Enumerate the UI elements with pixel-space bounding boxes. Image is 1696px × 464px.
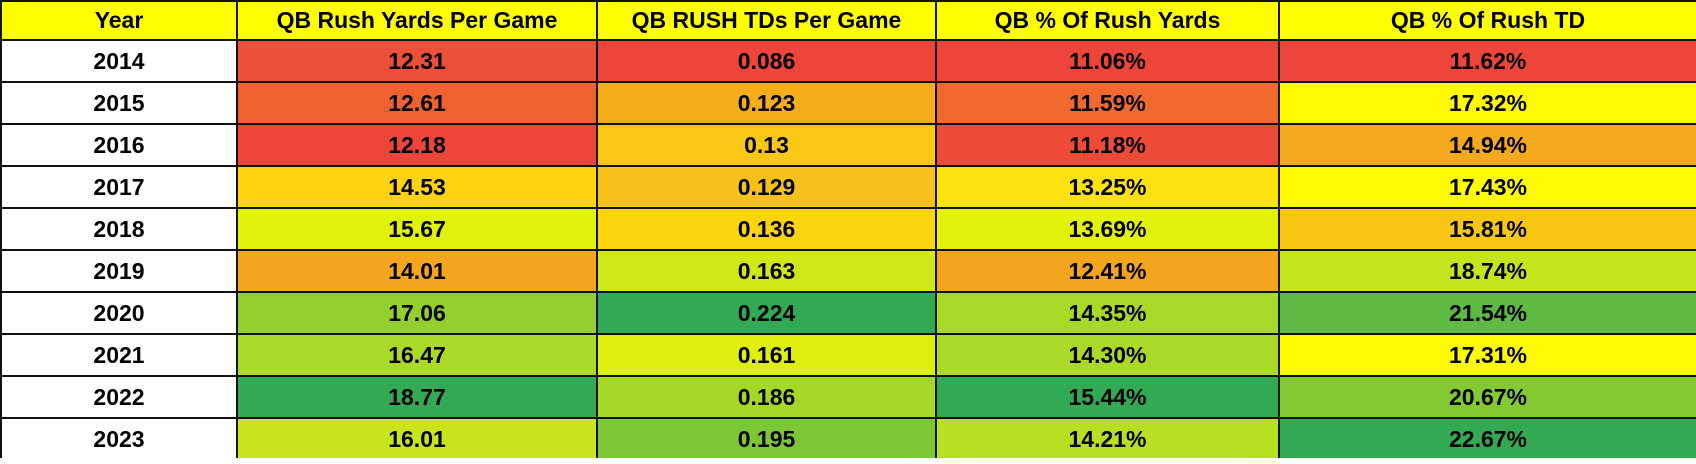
- qb-pct-rush-td-cell: 18.74%: [1278, 249, 1696, 293]
- qb-pct-rush-yards-cell: 15.44%: [935, 375, 1280, 419]
- year-cell: 2023: [0, 417, 238, 461]
- qb-pct-rush-td-cell: 20.67%: [1278, 375, 1696, 419]
- year-cell: 2021: [0, 333, 238, 377]
- qb-pct-rush-yards-cell: 13.25%: [935, 165, 1280, 209]
- qb-rush-tds-per-game-cell: 0.086: [596, 39, 937, 83]
- header-qb-pct-rush-td: QB % Of Rush TD: [1278, 0, 1696, 41]
- bottom-margin: [0, 458, 1696, 464]
- header-year: Year: [0, 0, 238, 41]
- qb-pct-rush-yards-cell: 12.41%: [935, 249, 1280, 293]
- year-cell: 2017: [0, 165, 238, 209]
- qb-rush-tds-per-game-cell: 0.186: [596, 375, 937, 419]
- qb-rush-tds-per-game-cell: 0.136: [596, 207, 937, 251]
- qb-rush-tds-per-game-cell: 0.224: [596, 291, 937, 335]
- year-cell: 2022: [0, 375, 238, 419]
- qb-pct-rush-td-cell: 14.94%: [1278, 123, 1696, 167]
- table-row: 2023 16.01 0.195 14.21% 22.67%: [0, 417, 1696, 461]
- year-cell: 2020: [0, 291, 238, 335]
- qb-rush-yards-per-game-cell: 14.01: [236, 249, 598, 293]
- table-row: 2015 12.61 0.123 11.59% 17.32%: [0, 81, 1696, 125]
- qb-rush-yards-per-game-cell: 12.18: [236, 123, 598, 167]
- qb-rush-tds-per-game-cell: 0.161: [596, 333, 937, 377]
- year-cell: 2019: [0, 249, 238, 293]
- qb-pct-rush-td-cell: 17.31%: [1278, 333, 1696, 377]
- table-row: 2016 12.18 0.13 11.18% 14.94%: [0, 123, 1696, 167]
- table-row: 2018 15.67 0.136 13.69% 15.81%: [0, 207, 1696, 251]
- header-qb-rush-yards-per-game: QB Rush Yards Per Game: [236, 0, 598, 41]
- table-row: 2017 14.53 0.129 13.25% 17.43%: [0, 165, 1696, 209]
- year-cell: 2015: [0, 81, 238, 125]
- qb-pct-rush-yards-cell: 14.30%: [935, 333, 1280, 377]
- qb-rush-yards-per-game-cell: 17.06: [236, 291, 598, 335]
- table-row: 2021 16.47 0.161 14.30% 17.31%: [0, 333, 1696, 377]
- qb-pct-rush-td-cell: 15.81%: [1278, 207, 1696, 251]
- qb-pct-rush-td-cell: 17.43%: [1278, 165, 1696, 209]
- year-cell: 2018: [0, 207, 238, 251]
- year-cell: 2014: [0, 39, 238, 83]
- qb-rush-tds-per-game-cell: 0.129: [596, 165, 937, 209]
- qb-rush-yards-per-game-cell: 12.31: [236, 39, 598, 83]
- qb-rush-tds-per-game-cell: 0.13: [596, 123, 937, 167]
- qb-rush-yards-per-game-cell: 16.47: [236, 333, 598, 377]
- qb-pct-rush-yards-cell: 14.21%: [935, 417, 1280, 461]
- qb-pct-rush-td-cell: 11.62%: [1278, 39, 1696, 83]
- qb-pct-rush-yards-cell: 11.59%: [935, 81, 1280, 125]
- header-qb-pct-rush-yards: QB % Of Rush Yards: [935, 0, 1280, 41]
- qb-pct-rush-yards-cell: 13.69%: [935, 207, 1280, 251]
- year-cell: 2016: [0, 123, 238, 167]
- qb-rush-yards-per-game-cell: 15.67: [236, 207, 598, 251]
- header-qb-rush-tds-per-game: QB RUSH TDs Per Game: [596, 0, 937, 41]
- table-row: 2014 12.31 0.086 11.06% 11.62%: [0, 39, 1696, 83]
- table-row: 2022 18.77 0.186 15.44% 20.67%: [0, 375, 1696, 419]
- qb-pct-rush-td-cell: 17.32%: [1278, 81, 1696, 125]
- qb-pct-rush-yards-cell: 11.06%: [935, 39, 1280, 83]
- qb-rush-yards-per-game-cell: 18.77: [236, 375, 598, 419]
- header-row: Year QB Rush Yards Per Game QB RUSH TDs …: [0, 0, 1696, 41]
- qb-rush-tds-per-game-cell: 0.123: [596, 81, 937, 125]
- qb-rush-yards-per-game-cell: 16.01: [236, 417, 598, 461]
- qb-rush-tds-per-game-cell: 0.195: [596, 417, 937, 461]
- qb-pct-rush-yards-cell: 11.18%: [935, 123, 1280, 167]
- qb-pct-rush-td-cell: 21.54%: [1278, 291, 1696, 335]
- qb-rush-yards-per-game-cell: 12.61: [236, 81, 598, 125]
- qb-pct-rush-yards-cell: 14.35%: [935, 291, 1280, 335]
- qb-rush-tds-per-game-cell: 0.163: [596, 249, 937, 293]
- table-row: 2019 14.01 0.163 12.41% 18.74%: [0, 249, 1696, 293]
- qb-pct-rush-td-cell: 22.67%: [1278, 417, 1696, 461]
- qb-rush-yards-per-game-cell: 14.53: [236, 165, 598, 209]
- table-row: 2020 17.06 0.224 14.35% 21.54%: [0, 291, 1696, 335]
